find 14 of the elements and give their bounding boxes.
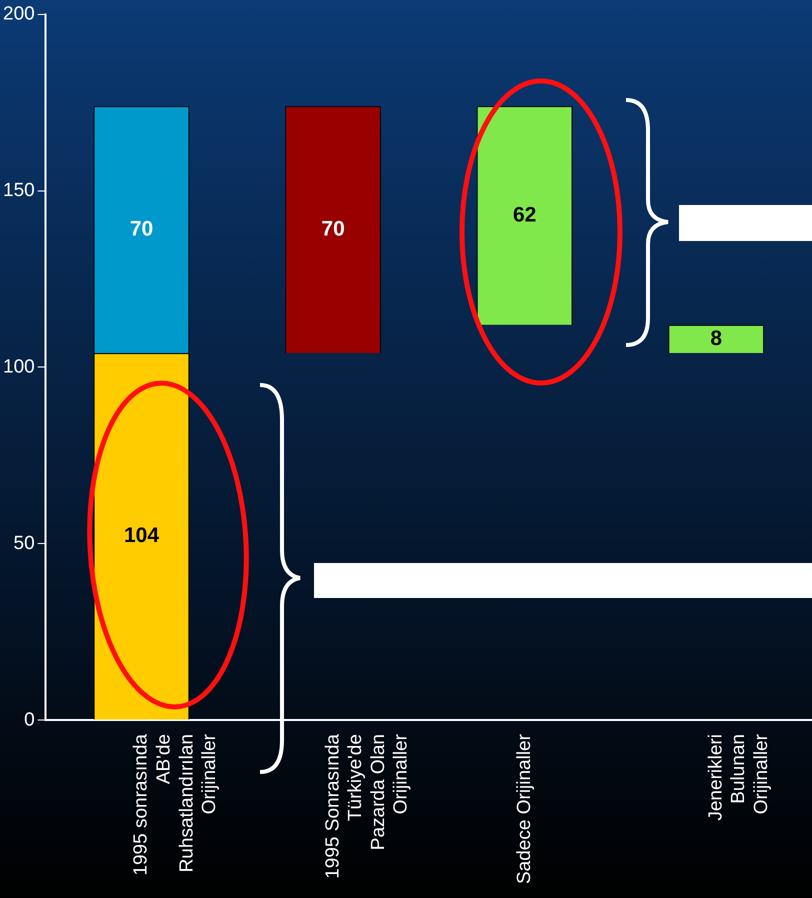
x-tick-label: Sadece Orijinaller — [514, 733, 535, 884]
data-label: 70 — [321, 217, 345, 240]
data-label: 70 — [130, 217, 154, 240]
x-tick-label: Jenerikleri Bulunan Orijinaller — [705, 733, 772, 821]
y-tick-label: 0 — [24, 709, 35, 730]
x-tick-label: 1995 sonrasında AB'de Ruhsatlandırılan Orijinaller — [130, 733, 220, 876]
y-tick-label: 200 — [3, 4, 35, 25]
x-tick-label: 1995 Sonrasında Türkiye'de Pazarda Olan Orijinaller — [322, 733, 412, 879]
y-tick-label: 100 — [3, 356, 35, 378]
data-label: 104 — [124, 524, 160, 548]
data-label: 8 — [710, 326, 722, 350]
y-tick-label: 50 — [14, 532, 35, 554]
data-label: 62 — [512, 203, 536, 226]
y-tick-label: 150 — [3, 180, 35, 202]
